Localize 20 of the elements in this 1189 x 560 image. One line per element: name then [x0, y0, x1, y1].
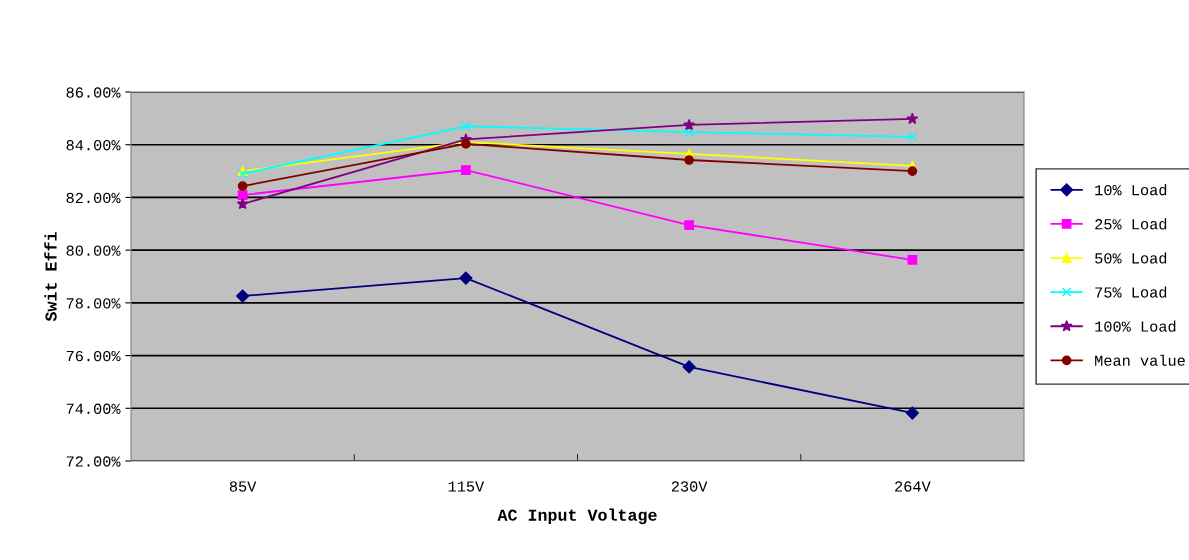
legend-label: 10% Load: [1095, 184, 1167, 196]
legend-label: 100% Load: [1095, 320, 1176, 332]
y-tick-label: 82.00%: [66, 192, 121, 204]
x-tick-label: 230V: [671, 481, 708, 492]
y-tick-label: 72.00%: [66, 456, 121, 467]
x-tick-label: 115V: [448, 481, 485, 492]
y-tick-label: 76.00%: [66, 350, 121, 362]
x-axis-title: AC Input Voltage: [497, 508, 657, 525]
y-tick-label: 80.00%: [66, 245, 121, 256]
y-tick-label: 74.00%: [66, 403, 121, 414]
legend-label: 75% Load: [1095, 286, 1167, 298]
legend-label: Mean value: [1095, 354, 1185, 366]
y-tick-label: 78.00%: [66, 298, 121, 309]
legend-label: 25% Load: [1095, 218, 1167, 230]
y-axis-title: Swit Effi: [44, 232, 57, 322]
x-tick-label: 85V: [229, 481, 257, 492]
x-tick-label: 264V: [895, 481, 931, 492]
legend-label: 50% Load: [1095, 252, 1167, 264]
y-tick-label: 84.00%: [66, 140, 121, 151]
y-tick-label: 86.00%: [66, 87, 121, 98]
